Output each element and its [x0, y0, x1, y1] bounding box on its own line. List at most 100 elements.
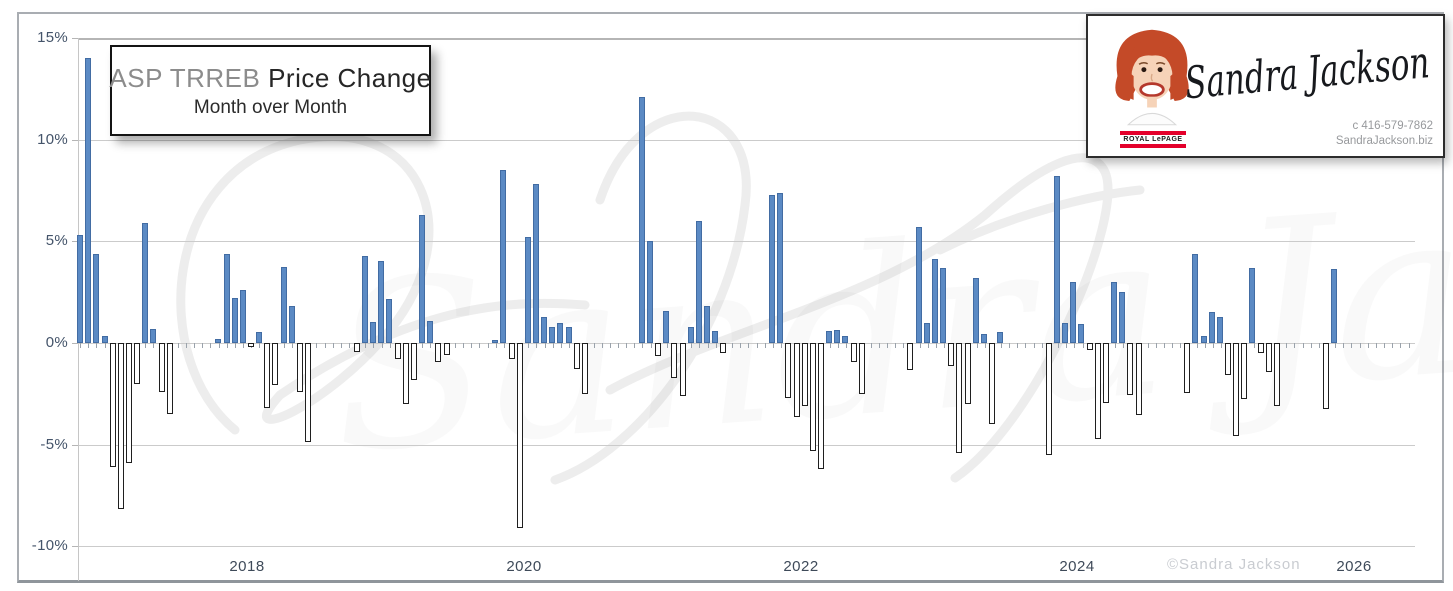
x-axis-tick — [1294, 343, 1296, 348]
x-axis-tick — [259, 343, 261, 348]
x-axis-tick — [1302, 343, 1304, 348]
realtor-signature: Sandra Jackson — [1183, 37, 1432, 109]
x-axis-tick — [479, 343, 481, 348]
x-axis-tick — [626, 343, 628, 348]
bar-2017-03 — [93, 253, 100, 343]
royal-lepage-text: ROYAL LePAGE — [1123, 136, 1183, 143]
website-url: SandraJackson.biz — [1335, 135, 1433, 148]
bar-2023-12 — [997, 331, 1004, 343]
bar-2024-02 — [1054, 176, 1060, 343]
x-axis-tick — [886, 343, 888, 348]
bar-2017-01 — [77, 235, 83, 343]
bar-2024-08 — [1102, 343, 1109, 403]
bar-2023-09 — [972, 277, 979, 343]
bar-2020-03 — [508, 343, 515, 360]
x-axis-tick — [226, 343, 228, 348]
royal-lepage-logo: ROYAL LePAGE — [1120, 130, 1186, 149]
x-axis-year-label-2020: 2020 — [506, 558, 542, 575]
bar-2018-07 — [264, 343, 271, 409]
x-axis-tick — [1351, 343, 1353, 348]
x-axis-tick — [1335, 343, 1337, 348]
x-axis-tick — [1286, 343, 1288, 348]
x-axis-tick — [593, 343, 595, 348]
x-axis-tick — [1384, 343, 1385, 348]
bar-2025-09 — [1249, 267, 1256, 343]
x-axis-tick — [935, 343, 937, 348]
bar-2020-05 — [524, 237, 531, 343]
x-axis-tick — [919, 343, 921, 348]
y-axis-tick--5 — [72, 445, 78, 446]
y-axis-label-0: 0% — [45, 334, 68, 351]
bar-2025-03 — [1200, 335, 1207, 343]
x-axis-tick — [1009, 343, 1011, 348]
bar-2020-02 — [500, 170, 507, 343]
x-axis-tick — [528, 343, 530, 348]
bar-2024-11 — [1127, 343, 1134, 395]
x-axis-tick — [552, 343, 554, 348]
x-axis-tick — [1017, 343, 1019, 348]
y-axis-tick-15 — [72, 38, 78, 39]
bar-2017-12 — [166, 343, 173, 415]
x-axis-tick — [772, 343, 774, 348]
x-axis-tick — [202, 343, 204, 348]
x-axis-tick — [389, 343, 391, 348]
bar-2023-05 — [940, 267, 946, 343]
bar-2022-06 — [809, 343, 816, 451]
x-axis-tick — [1196, 343, 1198, 348]
x-axis-tick — [544, 343, 546, 348]
bar-2019-11 — [435, 343, 442, 363]
bar-2025-12 — [1273, 343, 1280, 406]
bar-2019-07 — [402, 343, 409, 404]
bar-2020-12 — [581, 343, 588, 394]
x-axis-tick — [1375, 343, 1377, 348]
x-axis-tick — [1221, 343, 1222, 348]
bar-2018-01 — [215, 338, 222, 343]
x-axis-tick — [1074, 343, 1076, 348]
bar-2024-10 — [1119, 292, 1126, 343]
bar-2024-05 — [1078, 323, 1085, 343]
title-emphasis: Price Change — [268, 62, 432, 93]
bar-2024-06 — [1086, 343, 1093, 351]
bar-2023-03 — [923, 322, 930, 343]
bar-2017-04 — [101, 335, 108, 343]
bar-2023-02 — [915, 227, 922, 343]
bar-2018-06 — [256, 331, 263, 343]
bar-2024-03 — [1062, 322, 1069, 343]
x-axis-tick — [740, 343, 742, 348]
x-axis-tick — [340, 343, 342, 348]
title-prefix: ASP TRREB — [109, 62, 261, 93]
x-axis-tick — [976, 343, 978, 348]
bar-2025-04 — [1208, 311, 1215, 343]
x-axis-tick — [1408, 343, 1410, 348]
x-axis-tick — [666, 343, 668, 348]
x-axis-tick — [291, 343, 293, 348]
x-axis-tick — [984, 343, 986, 348]
contact-info: c 416-579-7862 SandraJackson.biz — [1336, 119, 1433, 150]
x-axis-tick — [617, 343, 619, 348]
bar-2021-10 — [704, 306, 710, 343]
bar-2019-06 — [394, 343, 401, 360]
x-axis-tick — [1123, 343, 1125, 348]
x-axis-tick — [895, 343, 896, 348]
x-axis-tick — [487, 343, 489, 348]
bar-2022-05 — [801, 343, 808, 406]
x-axis-tick — [218, 343, 220, 348]
x-axis-tick — [1359, 343, 1361, 348]
bar-2017-09 — [142, 223, 149, 343]
x-axis-tick — [691, 343, 693, 348]
x-axis-tick — [634, 343, 636, 348]
x-axis-tick — [96, 343, 98, 348]
bar-2017-10 — [150, 328, 157, 343]
x-axis-tick — [903, 343, 905, 348]
y-axis-label--10: -10% — [31, 537, 68, 554]
x-axis-tick — [153, 343, 155, 348]
bar-2022-09 — [834, 329, 841, 343]
bar-2021-11 — [712, 330, 719, 343]
bar-2021-12 — [720, 343, 727, 354]
x-axis-year-label-2026: 2026 — [1336, 558, 1372, 575]
x-axis-tick — [1025, 343, 1027, 348]
x-axis-tick — [422, 343, 424, 348]
x-axis-tick — [88, 343, 90, 348]
x-axis-tick — [177, 343, 179, 348]
